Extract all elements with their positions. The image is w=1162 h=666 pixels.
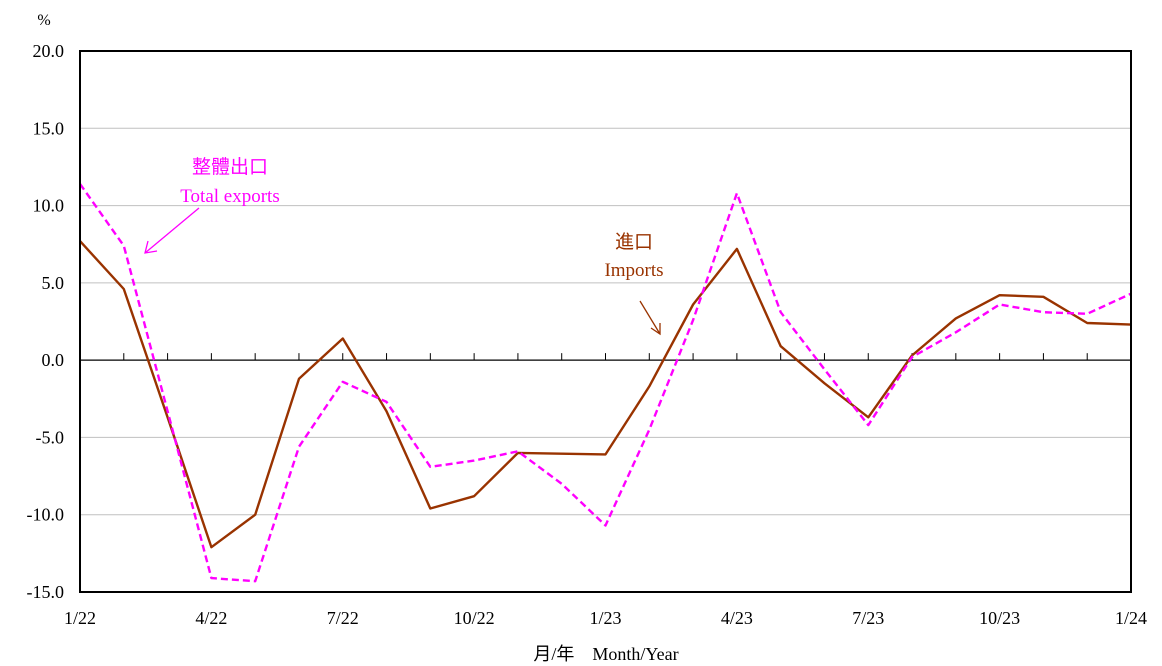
x-axis-ticks: 1/22 4/22 7/22 10/22 1/23 4/23 7/23 10/23 1/24 — [64, 353, 1147, 628]
x-tick-label: 7/22 — [327, 608, 359, 628]
imports-label-zh: 進口 — [615, 231, 653, 253]
y-tick-label: -15.0 — [27, 582, 65, 602]
x-tick-label: 1/22 — [64, 608, 96, 628]
series-lines — [79, 183, 1132, 583]
exports-label-zh: 整體出口 — [192, 156, 268, 178]
x-tick-label: 10/22 — [454, 608, 495, 628]
x-tick-label: 7/23 — [852, 608, 884, 628]
exports-annotation-arrow — [144, 207, 200, 254]
x-tick-label: 4/22 — [195, 608, 227, 628]
y-tick-label: 10.0 — [33, 196, 65, 216]
y-tick-label: 5.0 — [42, 273, 65, 293]
exports-label-en: Total exports — [180, 186, 279, 207]
x-tick-label: 10/23 — [979, 608, 1020, 628]
y-tick-label: 20.0 — [33, 41, 65, 61]
exports-series-line — [79, 183, 1132, 583]
imports-series-line — [79, 240, 1132, 549]
imports-label-en: Imports — [604, 260, 663, 281]
plot-area-frame — [79, 50, 1132, 593]
x-tick-label: 1/24 — [1115, 608, 1147, 628]
imports-annotation-arrow — [639, 300, 661, 336]
y-axis-unit-label: % — [37, 12, 50, 29]
y-tick-label: -5.0 — [36, 427, 65, 447]
y-axis-tick-labels: 20.0 15.0 10.0 5.0 0.0 -5.0 -10.0 -15.0 — [27, 41, 65, 602]
y-tick-label: 0.0 — [42, 350, 65, 370]
x-tick-label: 1/23 — [589, 608, 621, 628]
x-tick-label: 4/23 — [721, 608, 753, 628]
y-tick-label: -10.0 — [27, 505, 65, 525]
y-tick-label: 15.0 — [33, 118, 65, 138]
x-axis-title: 月/年 Month/Year — [533, 644, 678, 664]
